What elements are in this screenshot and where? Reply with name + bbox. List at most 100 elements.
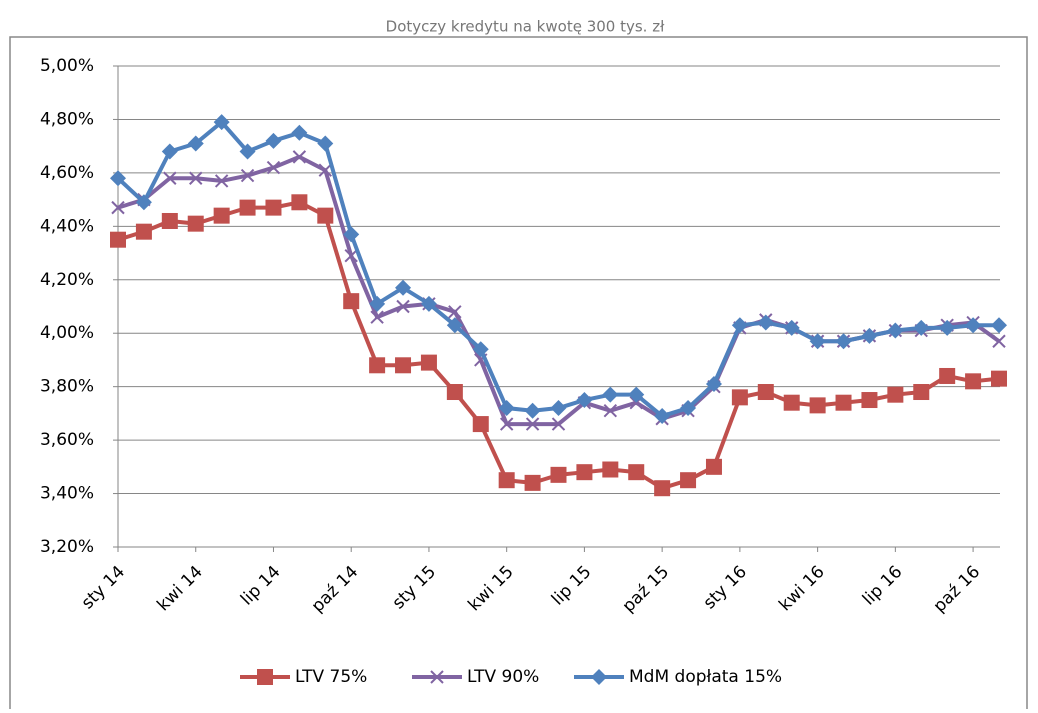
marker <box>602 461 619 478</box>
marker <box>550 466 567 483</box>
marker <box>446 317 463 334</box>
marker <box>809 397 826 414</box>
marker <box>472 341 489 358</box>
marker <box>809 333 826 350</box>
y-tick-label: 3,60% <box>40 430 94 450</box>
marker <box>161 212 178 229</box>
marker <box>265 132 282 149</box>
marker <box>317 135 334 152</box>
marker <box>861 392 878 409</box>
marker <box>369 357 386 374</box>
marker <box>135 223 152 240</box>
marker <box>654 408 671 425</box>
marker <box>783 394 800 411</box>
y-tick-label: 3,40% <box>40 484 94 504</box>
marker <box>498 472 515 489</box>
marker <box>991 370 1007 387</box>
marker <box>835 394 852 411</box>
y-tick-label: 4,60% <box>40 163 94 183</box>
marker <box>887 322 904 339</box>
marker <box>291 194 308 211</box>
marker <box>654 480 671 497</box>
marker <box>965 373 982 390</box>
marker <box>343 226 360 243</box>
marker <box>111 200 125 215</box>
marker <box>448 305 462 319</box>
marker <box>913 319 930 336</box>
marker <box>757 384 774 401</box>
marker <box>472 416 489 433</box>
marker <box>420 295 437 312</box>
marker <box>370 310 384 324</box>
marker <box>161 143 178 160</box>
marker <box>499 417 514 431</box>
marker <box>343 293 360 310</box>
y-tick-label: 3,80% <box>40 377 94 397</box>
marker <box>524 474 541 491</box>
marker <box>991 317 1007 334</box>
marker <box>603 404 618 418</box>
marker <box>576 392 593 409</box>
marker <box>395 357 412 374</box>
marker <box>213 114 230 131</box>
marker <box>992 334 1006 348</box>
marker <box>705 458 722 475</box>
marker <box>395 279 412 296</box>
marker <box>213 207 230 224</box>
legend-marker <box>257 669 273 685</box>
marker <box>680 472 697 489</box>
marker <box>731 317 748 334</box>
marker <box>861 327 878 344</box>
marker <box>239 199 256 216</box>
marker <box>602 386 619 403</box>
marker <box>214 174 229 188</box>
marker <box>266 160 281 175</box>
marker <box>525 417 540 431</box>
legend-label: LTV 90% <box>467 667 539 687</box>
marker <box>292 150 307 164</box>
y-tick-label: 4,00% <box>40 323 94 343</box>
legend-marker <box>591 669 607 685</box>
marker <box>446 384 463 401</box>
marker <box>344 249 358 263</box>
chart-title: Dotyczy kredytu na kwotę 300 tys. zł <box>386 18 665 36</box>
marker <box>110 231 126 248</box>
y-tick-label: 4,80% <box>40 109 94 129</box>
marker <box>369 295 386 312</box>
marker <box>318 163 333 177</box>
marker <box>731 389 748 406</box>
marker <box>576 464 593 481</box>
marker <box>163 171 177 185</box>
marker <box>939 367 956 384</box>
marker <box>189 171 203 185</box>
y-tick-label: 4,20% <box>40 270 94 290</box>
marker <box>265 199 282 216</box>
y-tick-label: 3,20% <box>40 537 94 557</box>
marker <box>757 314 774 331</box>
marker <box>135 194 152 211</box>
marker <box>939 319 956 336</box>
marker <box>420 354 437 371</box>
marker <box>783 319 800 336</box>
y-tick-label: 5,00% <box>40 56 94 76</box>
marker <box>240 168 255 183</box>
marker <box>498 400 515 417</box>
marker <box>551 417 566 431</box>
marker <box>187 135 204 152</box>
marker <box>965 317 982 334</box>
marker <box>396 299 410 314</box>
legend-label: MdM dopłata 15% <box>629 667 782 687</box>
marker <box>550 400 567 417</box>
marker <box>628 464 645 481</box>
marker <box>913 384 930 401</box>
legend-marker <box>430 670 444 684</box>
legend-label: LTV 75% <box>295 667 367 687</box>
marker <box>239 143 256 160</box>
marker <box>524 402 541 419</box>
marker <box>628 386 645 403</box>
marker <box>187 215 204 232</box>
marker <box>317 207 334 224</box>
marker <box>835 333 852 350</box>
